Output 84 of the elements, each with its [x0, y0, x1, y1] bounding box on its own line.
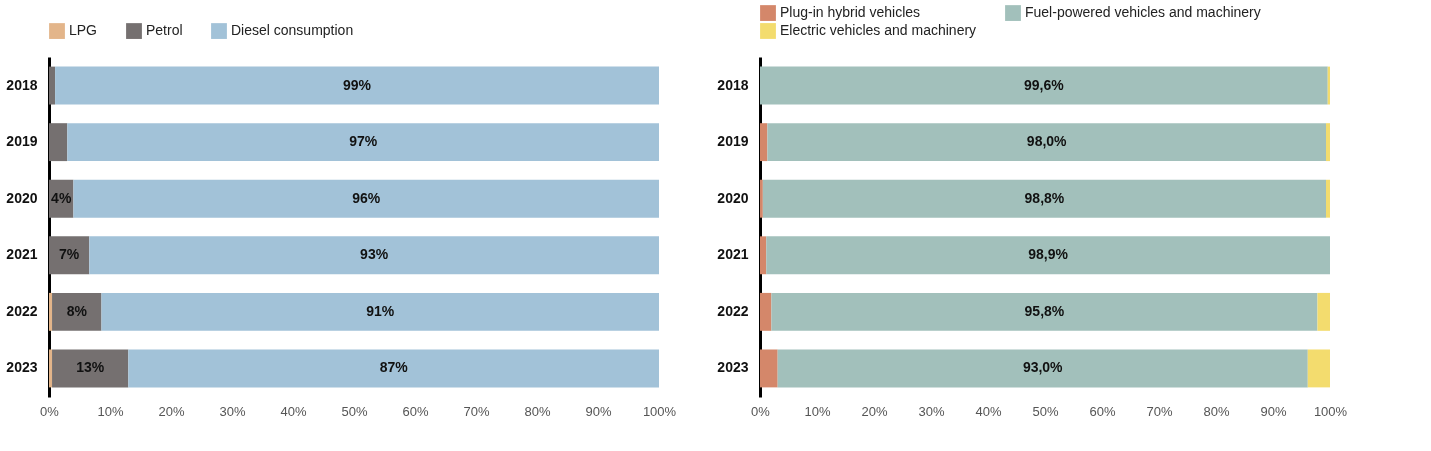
bar [55, 66, 659, 105]
bar [760, 179, 763, 218]
data-label: 87% [379, 359, 409, 376]
x-tick-label: 80% [1203, 403, 1230, 419]
bar [777, 349, 1308, 388]
bar [49, 123, 68, 162]
bar [1317, 292, 1330, 331]
data-label: 95,8% [1024, 302, 1065, 319]
x-tick-label: 70% [463, 403, 490, 419]
bar [49, 66, 56, 105]
legend-label: Fuel-powered vehicles and machinery [1025, 4, 1261, 21]
x-tick-label: 40% [280, 403, 307, 419]
x-tick-label: 50% [1032, 403, 1059, 419]
bar [1307, 349, 1330, 388]
bar [1326, 123, 1330, 162]
bar [52, 349, 129, 388]
x-tick-label: 80% [524, 403, 551, 419]
bar [73, 179, 659, 218]
legend-label: Plug-in hybrid vehicles [780, 4, 921, 21]
x-tick-label: 40% [975, 403, 1002, 419]
x-tick-label: 30% [918, 403, 945, 419]
data-label: 98,8% [1024, 189, 1065, 206]
bar [101, 292, 659, 331]
data-label: 8% [66, 302, 88, 319]
y-tick-label: 2021 [6, 246, 38, 263]
data-label: 98,9% [1028, 246, 1069, 263]
x-tick-label: 10% [804, 403, 831, 419]
bar [49, 236, 90, 275]
bar [766, 236, 1330, 275]
bar [767, 123, 1327, 162]
x-tick-label: 60% [1089, 403, 1116, 419]
data-label: 96% [352, 189, 381, 206]
data-label: 99% [343, 76, 372, 93]
legend-label: Electric vehicles and machinery [780, 22, 977, 38]
bar [762, 179, 1327, 218]
data-label: 98,0% [1026, 133, 1068, 150]
bar [760, 349, 778, 388]
y-tick-label: 2021 [717, 246, 749, 263]
data-label: 97% [349, 133, 378, 150]
y-tick-label: 2019 [6, 133, 38, 150]
data-label: 99,6% [1024, 76, 1065, 93]
data-label: 13% [76, 359, 105, 376]
x-tick-label: 0% [751, 403, 771, 419]
bar [128, 349, 659, 388]
y-tick-label: 2023 [717, 359, 749, 376]
x-tick-label: 60% [402, 403, 429, 419]
data-label: 4% [51, 189, 72, 206]
y-tick-label: 2020 [717, 189, 749, 206]
y-tick-label: 2018 [717, 76, 749, 93]
bar [49, 349, 53, 388]
y-tick-label: 2019 [717, 133, 749, 150]
bar [760, 123, 768, 162]
bar [89, 236, 659, 275]
x-tick-label: 20% [158, 403, 185, 419]
x-tick-label: 0% [40, 403, 60, 419]
data-label: 93,0% [1022, 359, 1064, 376]
x-tick-label: 90% [585, 403, 612, 419]
x-tick-label: 70% [1146, 403, 1173, 419]
bar [760, 66, 1328, 105]
x-tick-label: 50% [341, 403, 368, 419]
y-tick-label: 2020 [6, 189, 38, 206]
legend-label: Diesel consumption [231, 22, 354, 39]
legend-label: Petrol [146, 22, 183, 39]
bar [52, 292, 102, 331]
y-tick-label: 2023 [6, 359, 38, 376]
x-tick-label: 20% [861, 403, 888, 419]
bar [760, 236, 767, 275]
x-tick-label: 30% [219, 403, 246, 419]
bar [1326, 179, 1330, 218]
data-label: 93% [360, 246, 389, 263]
data-label: 91% [366, 302, 395, 319]
x-tick-label: 100% [1313, 403, 1348, 419]
x-tick-label: 10% [97, 403, 124, 419]
x-tick-label: 100% [642, 403, 677, 419]
bar [760, 292, 772, 331]
x-tick-label: 90% [1260, 403, 1287, 419]
y-tick-label: 2018 [6, 76, 38, 93]
y-tick-label: 2022 [717, 302, 749, 319]
bar [67, 123, 659, 162]
bar [49, 292, 53, 331]
legend-label: LPG [69, 22, 98, 39]
data-label: 7% [59, 246, 80, 263]
y-tick-label: 2022 [6, 302, 38, 319]
bar [771, 292, 1318, 331]
